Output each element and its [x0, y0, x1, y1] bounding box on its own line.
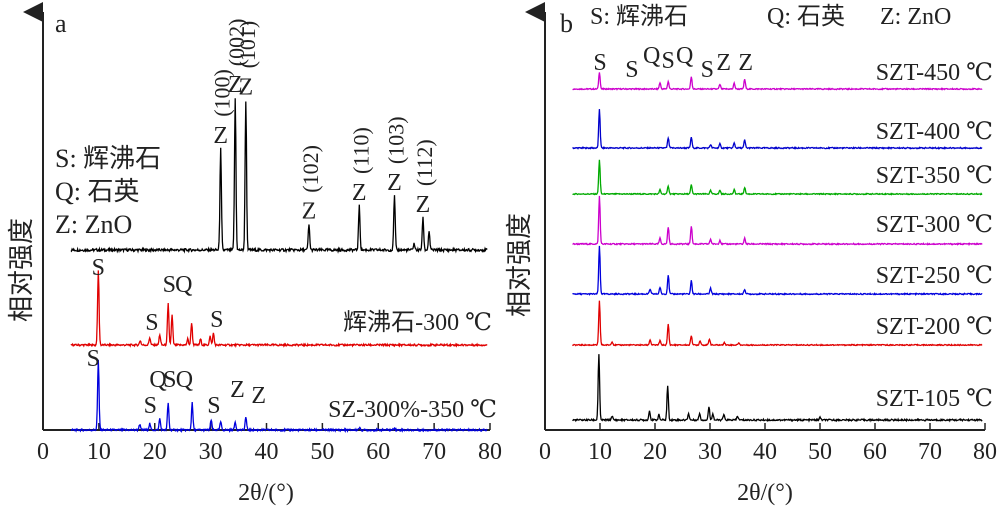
peak-label: Z: [230, 377, 245, 403]
peak-label: S: [662, 48, 675, 74]
series-label: SZT-105 ℃: [876, 386, 993, 412]
panel-b-legend: S: 辉沸石 Q: 石英 Z: ZnO: [590, 3, 951, 30]
series-label: SZ-300%-350 ℃: [328, 397, 497, 423]
peak-label: S: [163, 367, 176, 393]
legend-z: Z: ZnO: [880, 4, 951, 30]
series-label: SZT-400 ℃: [876, 119, 993, 145]
legend-z: Z: ZnO: [55, 210, 132, 239]
x-tick-label: 30: [698, 439, 722, 465]
hkl-label: (100): [210, 69, 235, 117]
x-tick-label: 60: [366, 439, 390, 465]
series-trace: [572, 72, 983, 91]
peak-label: S: [163, 272, 176, 298]
peak-label: Z: [228, 72, 243, 98]
peak-label: Q: [176, 367, 193, 393]
panel-a-legend: S: 辉沸石 Q: 石英 Z: ZnO: [55, 144, 161, 239]
peak-label: S: [145, 310, 158, 336]
hkl-label: (112): [412, 139, 437, 186]
series-label: SZT-450 ℃: [876, 60, 993, 86]
peak-label: Q: [149, 367, 166, 393]
peak-label: Z: [387, 170, 402, 196]
panel-b-x-ticks: 0 10 20 30 40 50 60 70 80: [539, 423, 997, 465]
series-trace: [70, 359, 488, 434]
series-trace: [572, 354, 983, 423]
peak-label: S: [144, 393, 157, 419]
x-tick-label: 70: [422, 439, 446, 465]
series-label: SZT-250 ℃: [876, 263, 993, 289]
panel-a: a 相对强度 2θ/(°) 0 10 20 30 40 50 60 70 80 Z(100)Z(…: [7, 2, 502, 506]
panel-a-x-ticks: 0 10 20 30 40 50 60 70 80: [37, 423, 502, 465]
hkl-label: (102): [298, 145, 323, 193]
panel-b-ylabel: 相对强度: [505, 213, 534, 317]
hkl-label: (002): [224, 19, 249, 67]
peak-label: S: [701, 57, 714, 83]
peak-label: Q: [175, 272, 192, 298]
x-tick-label: 50: [808, 439, 832, 465]
peak-label: Z: [352, 180, 367, 206]
x-tick-label: 0: [37, 439, 49, 465]
peak-label: Z: [716, 50, 731, 76]
series-trace: [572, 245, 983, 297]
series-trace: [572, 159, 983, 196]
series-label: SZT-350 ℃: [876, 163, 993, 189]
peak-label: Z: [738, 50, 753, 76]
x-tick-label: 20: [643, 439, 667, 465]
peak-label: Z: [238, 74, 253, 100]
panel-a-label: a: [55, 9, 67, 38]
x-tick-label: 80: [478, 439, 502, 465]
peak-label: Q: [676, 43, 693, 69]
peak-label: Z: [416, 192, 431, 218]
legend-q: Q: 石英: [767, 3, 845, 30]
legend-q: Q: 石英: [55, 177, 140, 206]
peak-label: S: [87, 346, 100, 372]
x-tick-label: 50: [310, 439, 334, 465]
peak-label: S: [625, 57, 638, 83]
x-tick-label: 80: [973, 439, 997, 465]
panel-a-traces: Z(100)Z(002)Z(101)Z(102)Z(110)Z(103)Z(11…: [70, 19, 497, 434]
legend-s: S: 辉沸石: [55, 144, 161, 173]
series-trace: [70, 98, 488, 254]
hkl-label: (101): [235, 21, 260, 69]
series-label: SZT-300 ℃: [876, 212, 993, 238]
series-trace: [70, 270, 488, 348]
x-tick-label: 40: [753, 439, 777, 465]
panel-a-xlabel: 2θ/(°): [238, 480, 294, 506]
panel-b: b 相对强度 2θ/(°) 0 10 20 30 40 50 60 70 80 SZT-450 …: [505, 2, 997, 506]
x-tick-label: 0: [539, 439, 551, 465]
legend-s: S: 辉沸石: [590, 3, 688, 30]
peak-label: Z: [213, 123, 228, 149]
series-trace: [572, 300, 983, 347]
x-tick-label: 20: [143, 439, 167, 465]
panel-b-xlabel: 2θ/(°): [737, 480, 793, 506]
x-tick-label: 10: [87, 439, 111, 465]
series-trace: [572, 109, 983, 151]
panel-b-label: b: [560, 9, 573, 38]
peak-label: S: [92, 255, 105, 281]
x-tick-label: 10: [588, 439, 612, 465]
hkl-label: (110): [348, 127, 373, 174]
series-trace: [572, 195, 983, 247]
x-tick-label: 30: [199, 439, 223, 465]
series-label: SZT-200 ℃: [876, 314, 993, 340]
hkl-label: (103): [383, 116, 408, 164]
peak-label: S: [210, 307, 223, 333]
panel-a-ylabel: 相对强度: [7, 218, 36, 322]
peak-label: Z: [302, 199, 317, 225]
peak-label: S: [207, 393, 220, 419]
peak-label: Z: [251, 383, 266, 409]
series-label: 辉沸石-300 ℃: [343, 309, 492, 336]
x-tick-label: 60: [863, 439, 887, 465]
x-tick-label: 40: [255, 439, 279, 465]
peak-label: Q: [643, 43, 660, 69]
peak-label: S: [593, 50, 606, 76]
x-tick-label: 70: [918, 439, 942, 465]
